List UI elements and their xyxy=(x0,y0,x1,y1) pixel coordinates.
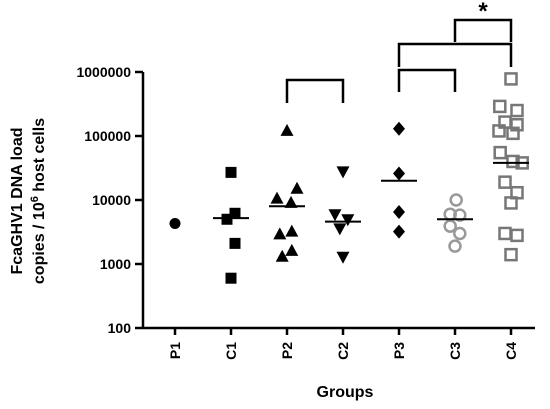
data-point xyxy=(453,208,467,222)
data-point xyxy=(498,226,512,241)
data-point xyxy=(493,145,507,160)
data-point xyxy=(504,72,518,86)
y-tick-label: 100000 xyxy=(84,128,131,144)
data-point xyxy=(393,166,405,181)
data-point xyxy=(225,166,237,178)
data-point xyxy=(443,219,457,233)
data-point xyxy=(510,228,524,243)
data-point xyxy=(393,204,405,219)
data-point xyxy=(336,166,350,179)
data-point xyxy=(221,213,233,225)
data-point xyxy=(290,181,304,194)
data-point xyxy=(169,217,181,229)
x-tick-label: P1 xyxy=(167,342,183,359)
data-point xyxy=(285,243,299,256)
data-point xyxy=(270,191,284,204)
labels: FcaGHV1 DNA load copies / 106 host cells… xyxy=(9,118,374,401)
data-point xyxy=(229,207,241,219)
data-point xyxy=(341,214,355,227)
y-tick-label: 100 xyxy=(108,320,132,336)
data-point xyxy=(275,249,289,262)
y-tick-label: 1000000 xyxy=(76,64,131,80)
y-axis-title-line1: FcaGHV1 DNA load xyxy=(9,128,26,275)
x-axis-title: Groups xyxy=(317,384,374,401)
data-point xyxy=(449,193,463,207)
data-point xyxy=(498,175,512,189)
comparison-bracket xyxy=(397,42,513,67)
data-point xyxy=(448,239,462,253)
x-tick-label: P2 xyxy=(279,342,295,359)
data-points xyxy=(169,72,529,284)
data-point xyxy=(333,223,347,236)
data-point xyxy=(336,251,350,264)
x-tick-label: C4 xyxy=(503,342,519,360)
comparison-bracket xyxy=(397,68,457,92)
data-point xyxy=(453,226,467,241)
data-point xyxy=(393,224,405,239)
data-point xyxy=(225,272,237,284)
x-tick-label: C1 xyxy=(223,342,239,360)
data-point xyxy=(229,237,241,249)
x-tick-label: C3 xyxy=(447,342,463,360)
comparison-brackets: * xyxy=(285,0,513,103)
y-axis-title-line2: copies / 106 host cells xyxy=(29,118,48,284)
data-point xyxy=(504,196,518,210)
comparison-bracket xyxy=(453,18,513,42)
x-tick-label: C2 xyxy=(335,342,351,360)
data-point xyxy=(284,195,298,208)
axes: 100 1000 10000 100000 1000000 P1 C1 P2 C2 P3 C3 C4 xyxy=(76,64,535,360)
y-tick-label: 10000 xyxy=(92,192,131,208)
data-point xyxy=(492,124,506,138)
data-point xyxy=(493,99,507,114)
y-tick-label: 1000 xyxy=(100,256,131,272)
data-point xyxy=(285,224,299,237)
median-lines xyxy=(213,161,529,223)
data-point xyxy=(504,247,518,262)
significance-label: * xyxy=(478,0,488,25)
data-point xyxy=(328,209,342,222)
data-point xyxy=(273,227,287,240)
data-point xyxy=(506,126,520,141)
comparison-bracket xyxy=(285,78,345,103)
data-point xyxy=(510,103,524,118)
x-tick-label: P3 xyxy=(391,342,407,359)
data-point xyxy=(506,154,520,169)
data-point xyxy=(393,121,405,136)
data-point xyxy=(510,117,524,132)
data-point xyxy=(280,123,294,136)
